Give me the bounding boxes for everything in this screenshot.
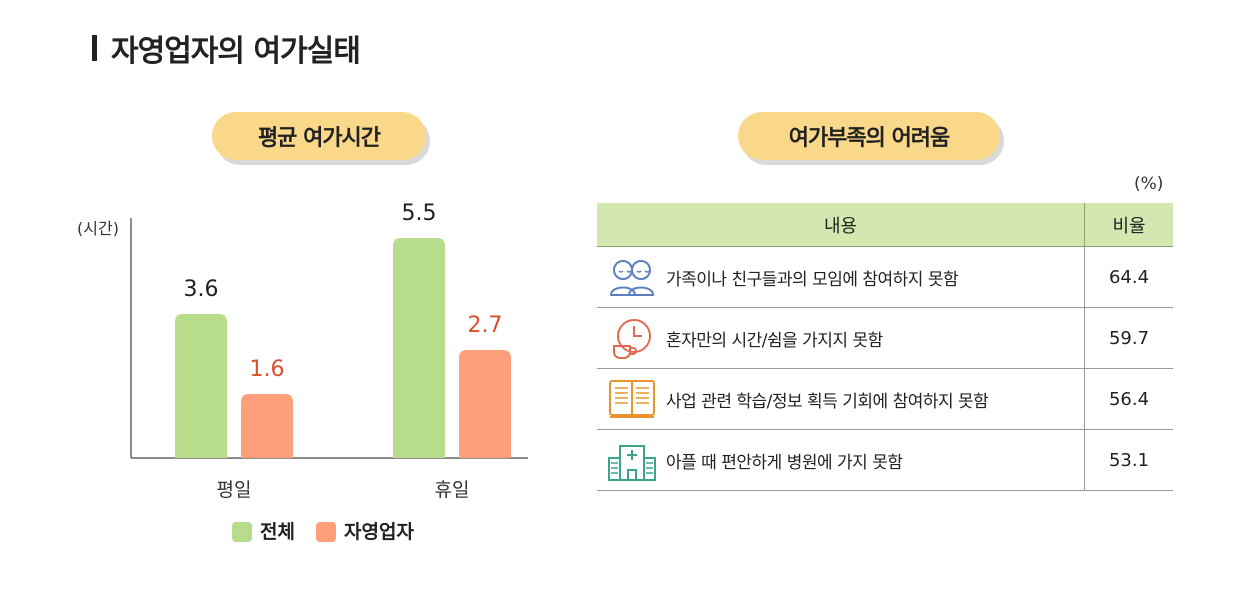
row-label: 가족이나 친구들과의 모임에 참여하지 못함	[666, 269, 959, 290]
book-icon	[609, 380, 655, 418]
clock-cup-icon	[613, 319, 651, 359]
row-label: 혼자만의 시간/쉼을 가지지 못함	[666, 330, 883, 351]
table-header-row: 내용 비율	[597, 203, 1173, 247]
y-axis-label: (시간)	[77, 219, 119, 238]
row-value: 56.4	[1084, 368, 1173, 430]
column-header-rate: 비율	[1084, 203, 1173, 247]
title-bar	[92, 35, 97, 61]
difficulty-table: 내용 비율 가족이나 친구들과의 모임에 참여하지 못함	[597, 203, 1173, 491]
data-label: 5.5	[402, 201, 437, 226]
bar	[459, 350, 511, 458]
percent-unit: (%)	[1134, 174, 1164, 194]
legend-swatch	[232, 522, 252, 542]
row-content: 혼자만의 시간/쉼을 가지지 못함	[597, 307, 1085, 369]
row-content: 가족이나 친구들과의 모임에 참여하지 못함	[597, 246, 1085, 308]
row-content: 사업 관련 학습/정보 획득 기회에 참여하지 못함	[597, 368, 1085, 430]
hospital-icon	[608, 445, 656, 481]
data-label: 3.6	[184, 277, 219, 302]
data-label: 1.6	[250, 357, 285, 382]
row-label: 사업 관련 학습/정보 획득 기회에 참여하지 못함	[666, 391, 989, 412]
legend-label: 전체	[260, 521, 295, 543]
table-row: 혼자만의 시간/쉼을 가지지 못함 59.7	[597, 307, 1173, 369]
bar	[175, 314, 227, 458]
column-header-content: 내용	[597, 203, 1085, 247]
page-title-text: 자영업자의 여가실태	[111, 34, 361, 69]
x-tick-label: 휴일	[435, 479, 470, 501]
row-value: 64.4	[1084, 246, 1173, 308]
table-row: 가족이나 친구들과의 모임에 참여하지 못함 64.4	[597, 246, 1173, 308]
page-title: 자영업자의 여가실태	[92, 26, 361, 70]
row-value: 59.7	[1084, 307, 1173, 369]
leisure-difficulty-header: 여가부족의 어려움	[738, 112, 1000, 160]
bar	[241, 394, 293, 458]
legend-label: 자영업자	[344, 521, 414, 543]
row-value: 53.1	[1084, 429, 1173, 491]
x-tick-label: 평일	[217, 479, 252, 501]
people-icon	[609, 260, 655, 296]
row-label: 아플 때 편안하게 병원에 가지 못함	[666, 452, 903, 473]
table-row: 사업 관련 학습/정보 획득 기회에 참여하지 못함 56.4	[597, 368, 1173, 430]
bar	[393, 238, 445, 458]
table-row: 아플 때 편안하게 병원에 가지 못함 53.1	[597, 429, 1173, 491]
data-label: 2.7	[468, 313, 503, 338]
legend-swatch	[316, 522, 336, 542]
row-content: 아플 때 편안하게 병원에 가지 못함	[597, 429, 1085, 491]
avg-leisure-header: 평균 여가시간	[212, 112, 426, 160]
